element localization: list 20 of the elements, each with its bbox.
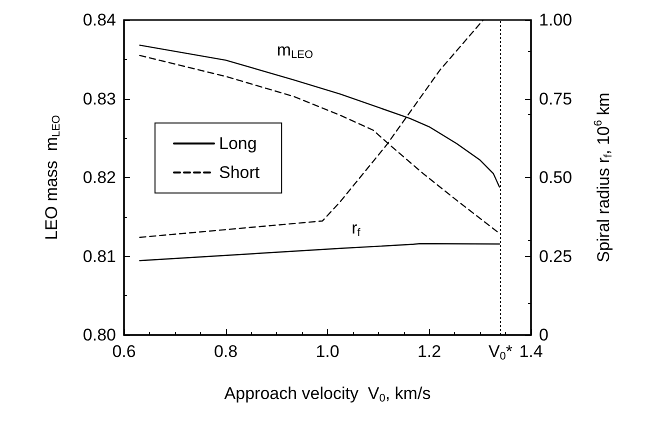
y-tick-label: 0.81 xyxy=(82,246,116,266)
y2-tick-label: 0.50 xyxy=(539,168,572,187)
x-tick-label: 1.2 xyxy=(417,342,442,361)
line-series xyxy=(139,243,500,262)
legend-label: Short xyxy=(219,163,260,182)
y-tick-label: 0.80 xyxy=(82,326,116,344)
y-tick-label: 0.82 xyxy=(82,168,116,187)
x-tick-label: 1.4 xyxy=(519,342,543,361)
y2-tick-label: 1.00 xyxy=(539,10,572,30)
y-tick-label: 0.84 xyxy=(82,10,116,30)
x-tick-label: 0.6 xyxy=(112,342,136,361)
x-tick-label: 0.8 xyxy=(214,342,238,361)
y-axis-title: LEO mass mLEO xyxy=(42,114,62,240)
y2-axis-title: Spiral radius rf, 106 km xyxy=(592,92,614,262)
x-tick-label: 1.0 xyxy=(316,342,340,361)
y2-tick-label: 0 xyxy=(539,326,548,344)
y2-tick-label: 0.75 xyxy=(539,89,572,108)
y-tick-label: 0.83 xyxy=(82,89,116,108)
legend-label: Long xyxy=(219,134,257,153)
y2-tick-label: 0.25 xyxy=(539,246,572,266)
